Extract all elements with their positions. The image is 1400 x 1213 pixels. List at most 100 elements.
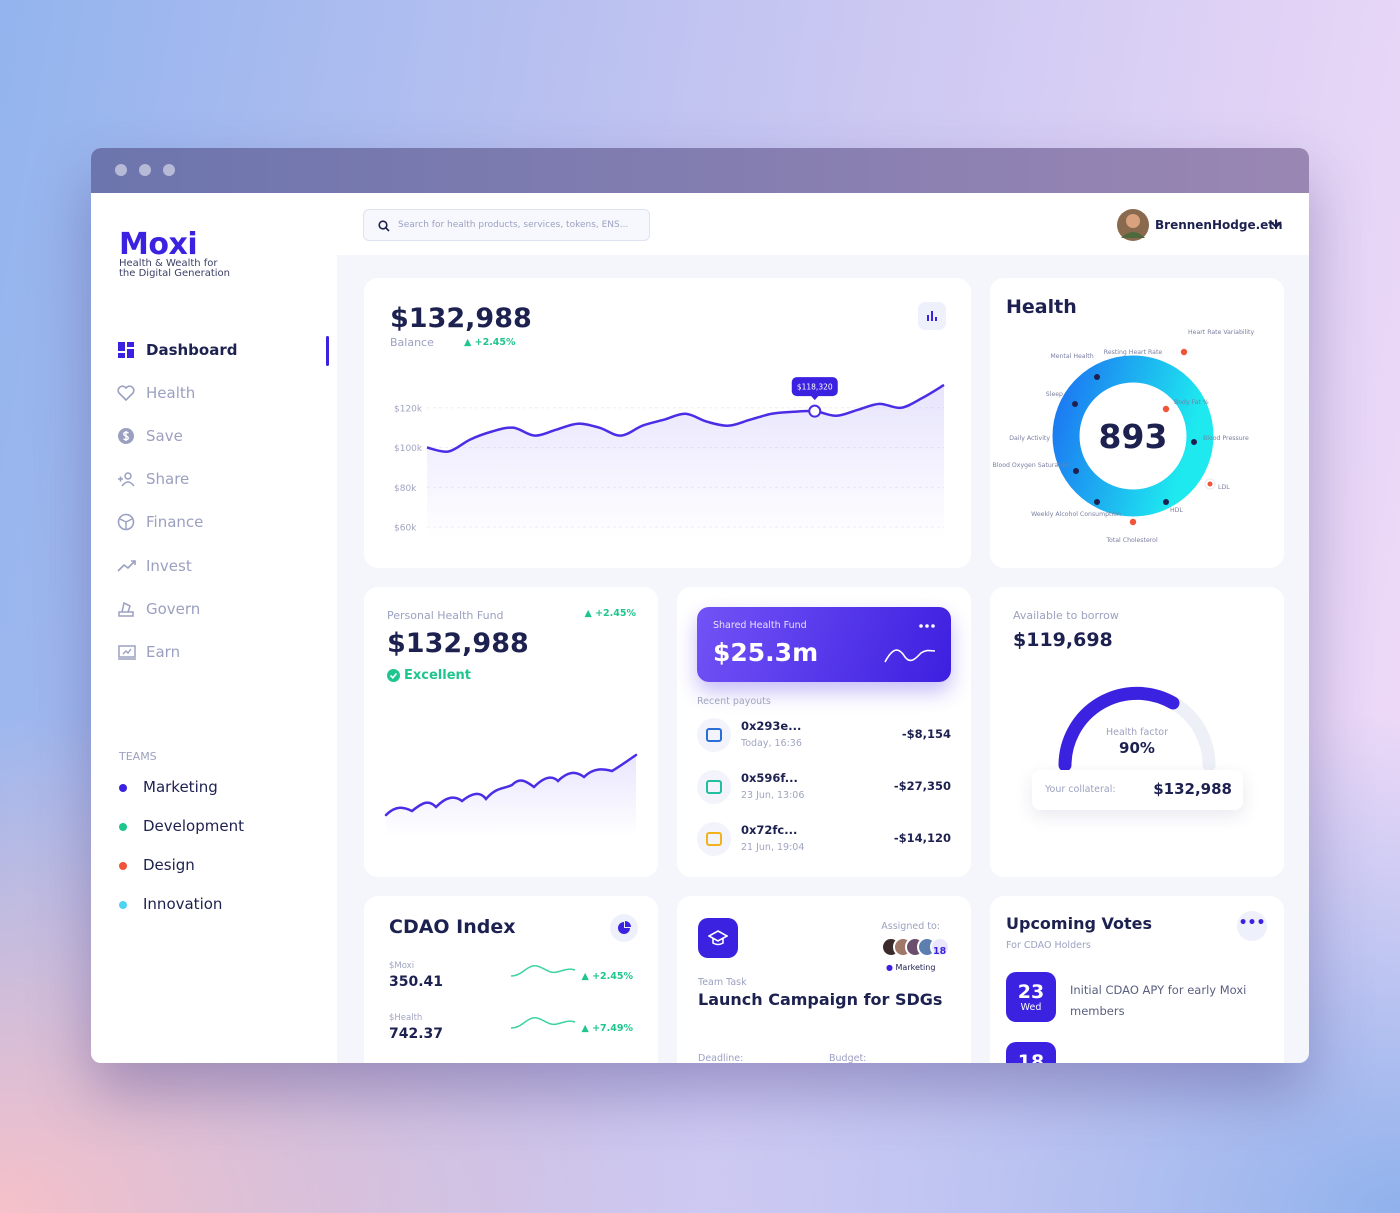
decor [1207, 481, 1213, 487]
ring-label: Heart Rate Variability [1188, 329, 1254, 336]
nav-item[interactable]: Health [117, 384, 196, 402]
votes-subtitle: For CDAO Holders [1006, 940, 1091, 951]
task-title: Launch Campaign for SDGs [698, 990, 943, 1009]
payout-id: 0x596f... [741, 771, 798, 785]
decor [1058, 686, 1180, 772]
payout-icon [697, 822, 731, 856]
team-dot [119, 823, 127, 831]
nav-item[interactable]: Govern [118, 602, 200, 617]
brand-tagline: Health & Wealth for the Digital Generati… [119, 258, 230, 279]
team-name[interactable]: Marketing [143, 778, 218, 796]
nav-item[interactable]: Share [118, 472, 189, 487]
chart-icon [927, 311, 937, 321]
decor [510, 965, 576, 977]
nav-item[interactable]: Invest [117, 559, 192, 574]
browser-window: Moxi Health & Wealth for the Digital Gen… [91, 148, 1309, 1063]
decor [1270, 221, 1282, 229]
ring-label: Mental Health [1050, 353, 1093, 360]
task-icon [698, 918, 738, 958]
decor [118, 645, 136, 658]
nav-item[interactable]: Finance [117, 513, 203, 531]
window-dot [139, 164, 151, 176]
teams-title: TEAMS [119, 750, 157, 763]
decor [510, 1017, 576, 1029]
pie-icon [618, 921, 631, 934]
area-fill [427, 384, 944, 539]
decor [119, 518, 133, 529]
team-name[interactable]: Innovation [143, 895, 223, 913]
brand-name: Moxi [119, 227, 198, 262]
health-gauge [1058, 686, 1216, 772]
ring-label: Blood Oxygen Saturation [992, 462, 1070, 469]
ring-label: LDL [1218, 484, 1230, 491]
decor [697, 770, 731, 804]
decor [118, 342, 125, 351]
decor [118, 353, 125, 358]
decor [706, 832, 722, 846]
ring-label: Weekly Alcohol Consumption [1031, 511, 1121, 518]
change-value: +7.49% [592, 1023, 633, 1034]
nav-label: Dashboard [146, 341, 238, 359]
ring-label: Sleep [1046, 391, 1063, 398]
tooltip-box [791, 377, 838, 397]
title-bar [91, 148, 1309, 193]
decor [625, 921, 631, 927]
nav-item[interactable]: Save [118, 428, 183, 444]
factor-label: Health factor [1105, 727, 1169, 738]
token-change: ▲ +2.45% [581, 971, 633, 982]
task-kind: Team Task [698, 977, 747, 988]
decor [935, 317, 937, 321]
payout-amount: -$14,120 [893, 831, 951, 845]
team-name[interactable]: Development [143, 817, 244, 835]
decor [708, 930, 728, 946]
decor [389, 672, 398, 679]
team-dot [119, 862, 127, 870]
sidebar [91, 193, 337, 1063]
decor [1072, 401, 1078, 407]
assignee-count: 18 [933, 946, 947, 957]
assigned-label: Assigned to: [881, 921, 940, 932]
payout-time: 23 Jun, 13:06 [741, 790, 805, 801]
avatar [1117, 209, 1149, 241]
assignee-avatars [881, 937, 950, 957]
decor [127, 349, 134, 358]
nav-item[interactable]: Earn [118, 645, 180, 660]
vote-day: 18 [1017, 1051, 1045, 1064]
y-tick-label: $100k [394, 444, 423, 454]
decor [931, 624, 935, 628]
fund-amount: $132,988 [387, 628, 529, 659]
decor [1094, 499, 1100, 505]
decor [706, 728, 722, 742]
search-box[interactable]: Search for health products, services, to… [363, 209, 650, 241]
deadline-label: Deadline: [698, 1053, 744, 1063]
search-placeholder: Search for health products, services, to… [398, 220, 629, 230]
ring-label: Total Cholesterol [1105, 537, 1158, 544]
decor [884, 649, 936, 663]
nav-label: Health [146, 384, 196, 402]
chart-button[interactable] [918, 302, 946, 330]
highlight-point [808, 404, 822, 418]
nav-icon [117, 513, 135, 531]
nav-icon [118, 342, 134, 358]
recent-title: Recent payouts [697, 696, 771, 707]
nav-item[interactable]: Dashboard [118, 341, 238, 359]
decor [925, 624, 929, 628]
task-team: ● Marketing [886, 964, 935, 972]
votes-menu[interactable]: ••• [1237, 911, 1267, 941]
factor-value: 90% [1119, 739, 1155, 757]
active-indicator [326, 336, 329, 366]
fund-label: Personal Health Fund [387, 609, 504, 622]
nav-icon [118, 601, 134, 617]
fund-status: Excellent [404, 668, 471, 683]
vote-day: 23 [1017, 981, 1045, 1003]
ring [1052, 355, 1214, 517]
user-menu[interactable]: BrennenHodge.eth [1116, 208, 1283, 242]
cdao-button[interactable] [610, 914, 638, 942]
health-title: Health [1006, 296, 1077, 318]
decor [1180, 348, 1188, 356]
window-dot [115, 164, 127, 176]
shared-fund-card: Shared Health Fund $25.3m Recent payouts… [677, 587, 971, 877]
team-name[interactable]: Design [143, 856, 195, 874]
alert-dots [1129, 348, 1216, 526]
